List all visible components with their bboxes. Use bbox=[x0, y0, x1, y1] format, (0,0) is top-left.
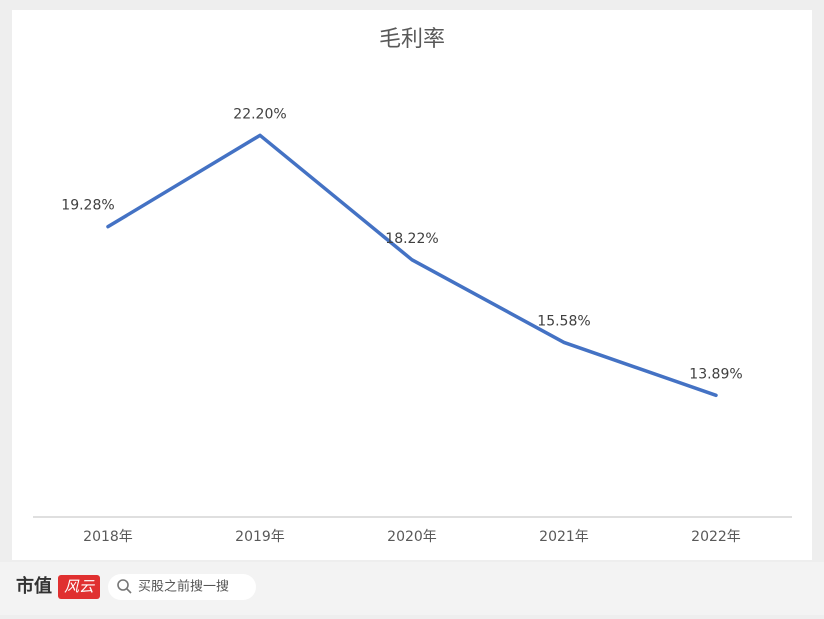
data-line bbox=[106, 133, 718, 398]
data-label: 22.20% bbox=[233, 106, 286, 122]
data-label: 15.58% bbox=[537, 313, 590, 329]
x-tick-label: 2018年 bbox=[83, 529, 133, 545]
chart-title: 毛利率 bbox=[379, 27, 445, 52]
chart-area bbox=[12, 10, 812, 560]
logo-mark-bg bbox=[58, 575, 100, 599]
search-icon-handle bbox=[126, 588, 132, 594]
data-label: 18.22% bbox=[385, 231, 438, 247]
search-icon bbox=[117, 579, 129, 591]
x-tick-label: 2021年 bbox=[539, 529, 589, 545]
search-box[interactable] bbox=[108, 574, 256, 600]
x-tick-label: 2022年 bbox=[691, 529, 741, 545]
data-label: 13.89% bbox=[689, 366, 742, 382]
data-label: 19.28% bbox=[61, 198, 114, 214]
x-tick-label: 2020年 bbox=[387, 529, 437, 545]
search-text[interactable]: 买股之前搜一搜 bbox=[138, 579, 229, 595]
x-tick-label: 2019年 bbox=[235, 529, 285, 545]
footer-logo-mark: 风云 bbox=[64, 578, 95, 596]
footer-logo: 市值 bbox=[16, 575, 52, 597]
